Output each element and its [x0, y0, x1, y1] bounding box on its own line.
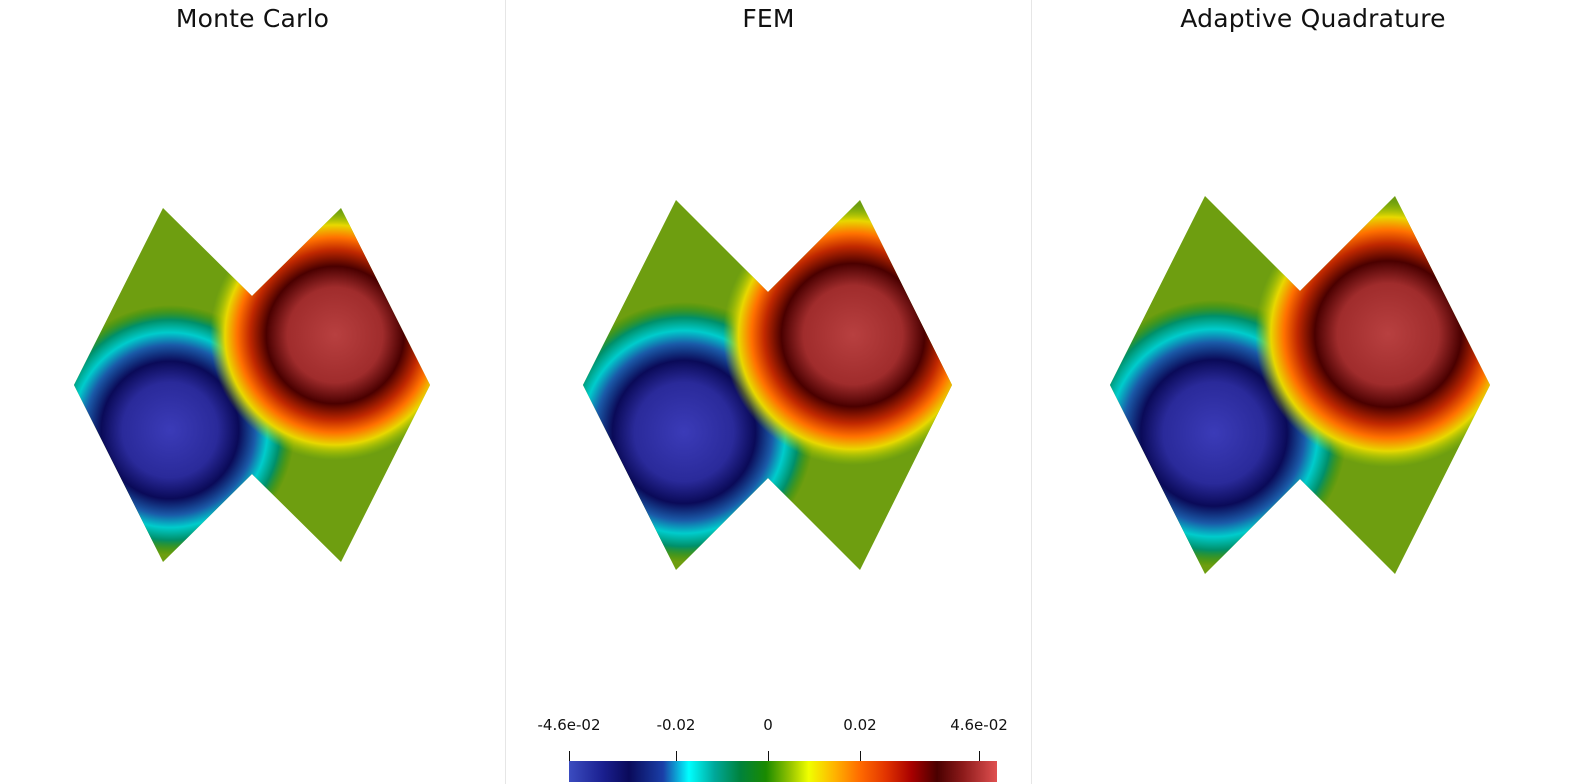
colorbar-tick-mark [569, 751, 570, 761]
colorbar-tick-mark [768, 751, 769, 761]
colorbar-tick-label: 0.02 [843, 716, 877, 734]
field-plot [583, 200, 952, 570]
colorbar-tick-mark [860, 751, 861, 761]
panel-divider [505, 0, 506, 784]
panel-title: Monte Carlo [175, 4, 330, 33]
colorbar-tick-label: -0.02 [656, 716, 696, 734]
panel-title: Adaptive Quadrature [1180, 4, 1446, 33]
panel-fem: FEM [506, 0, 1031, 784]
field-plot [74, 208, 430, 562]
colorbar-tick-label: 0 [763, 716, 773, 734]
colorbar: -4.6e-02 -0.02 0 0.02 4.6e-02 [513, 716, 1038, 784]
panel-adaptive-quadrature: Adaptive Quadrature [1032, 0, 1594, 784]
colorbar-tick-mark [676, 751, 677, 761]
colorbar-tick-mark [979, 751, 980, 761]
panel-divider [1031, 0, 1032, 784]
field-plot [1110, 196, 1490, 574]
colorbar-gradient [569, 761, 997, 782]
panel-monte-carlo: Monte Carlo [0, 0, 505, 784]
panel-title: FEM [742, 4, 795, 33]
colorbar-tick-label-max: 4.6e-02 [950, 716, 1008, 734]
colorbar-tick-label-min: -4.6e-02 [537, 716, 601, 734]
